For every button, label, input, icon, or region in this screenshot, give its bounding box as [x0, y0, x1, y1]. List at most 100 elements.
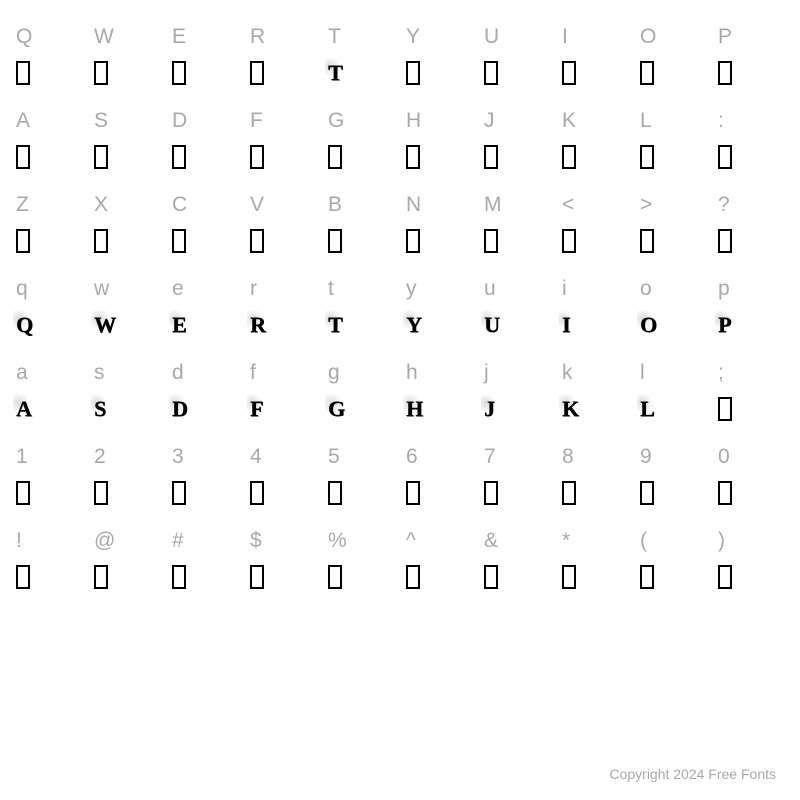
character-map: QWERTYUIOPTASDFGHJKL:ZXCVBNM<>?qwertyuio…	[10, 22, 790, 610]
missing-glyph-box	[406, 481, 420, 505]
missing-glyph-box	[172, 145, 186, 169]
glyph-cell	[10, 58, 88, 88]
char-label: o	[634, 274, 712, 304]
decorative-glyph: T	[328, 60, 342, 86]
missing-glyph-box	[562, 145, 576, 169]
missing-glyph-box	[172, 229, 186, 253]
char-label: #	[166, 526, 244, 556]
missing-glyph-box	[718, 229, 732, 253]
char-label: q	[10, 274, 88, 304]
glyph-cell: O	[634, 310, 712, 340]
row-pair: ZXCVBNM<>?	[10, 190, 790, 256]
glyph-cell: I	[556, 310, 634, 340]
label-row: qwertyuiop	[10, 274, 790, 304]
glyph-cell	[556, 142, 634, 172]
char-label: *	[556, 526, 634, 556]
char-label: G	[322, 106, 400, 136]
glyph-cell	[634, 226, 712, 256]
missing-glyph-box	[328, 481, 342, 505]
char-label: &	[478, 526, 556, 556]
decorative-glyph: I	[562, 312, 570, 338]
char-label: u	[478, 274, 556, 304]
missing-glyph-box	[250, 481, 264, 505]
missing-glyph-box	[94, 229, 108, 253]
glyph-cell: S	[88, 394, 166, 424]
char-label: 7	[478, 442, 556, 472]
char-label: W	[88, 22, 166, 52]
glyph-cell	[10, 226, 88, 256]
glyph-cell	[400, 478, 478, 508]
decorative-glyph: A	[16, 396, 31, 422]
char-label: h	[400, 358, 478, 388]
char-label: 1	[10, 442, 88, 472]
char-label: E	[166, 22, 244, 52]
missing-glyph-box	[640, 61, 654, 85]
glyph-cell	[400, 142, 478, 172]
char-label: A	[10, 106, 88, 136]
char-label: X	[88, 190, 166, 220]
missing-glyph-box	[328, 145, 342, 169]
decorative-glyph: L	[640, 396, 654, 422]
glyph-cell	[478, 562, 556, 592]
char-label: r	[244, 274, 322, 304]
label-row: QWERTYUIOP	[10, 22, 790, 52]
missing-glyph-box	[328, 565, 342, 589]
missing-glyph-box	[16, 145, 30, 169]
char-label: F	[244, 106, 322, 136]
row-pair: asdfghjkl;ASDFGHJKL	[10, 358, 790, 424]
glyph-row	[10, 478, 790, 508]
missing-glyph-box	[94, 481, 108, 505]
missing-glyph-box	[562, 229, 576, 253]
decorative-glyph: S	[94, 396, 105, 422]
decorative-glyph: E	[172, 312, 186, 338]
glyph-cell	[712, 394, 790, 424]
label-row: ASDFGHJKL:	[10, 106, 790, 136]
glyph-row	[10, 142, 790, 172]
glyph-cell	[88, 58, 166, 88]
char-label: I	[556, 22, 634, 52]
missing-glyph-box	[718, 397, 732, 421]
glyph-cell: T	[322, 58, 400, 88]
char-label: w	[88, 274, 166, 304]
missing-glyph-box	[172, 565, 186, 589]
char-label: a	[10, 358, 88, 388]
decorative-glyph: D	[172, 396, 187, 422]
missing-glyph-box	[484, 565, 498, 589]
decorative-glyph: Y	[406, 312, 421, 338]
glyph-row	[10, 226, 790, 256]
label-row: !@#$%^&*()	[10, 526, 790, 556]
missing-glyph-box	[16, 565, 30, 589]
missing-glyph-box	[16, 229, 30, 253]
glyph-cell: T	[322, 310, 400, 340]
glyph-cell: G	[322, 394, 400, 424]
glyph-cell	[712, 562, 790, 592]
missing-glyph-box	[328, 229, 342, 253]
decorative-glyph: H	[406, 396, 422, 422]
missing-glyph-box	[562, 61, 576, 85]
glyph-cell: Q	[10, 310, 88, 340]
glyph-row: QWERTYUIOP	[10, 310, 790, 340]
char-label: R	[244, 22, 322, 52]
missing-glyph-box	[484, 481, 498, 505]
glyph-cell	[322, 226, 400, 256]
char-label: L	[634, 106, 712, 136]
char-label: g	[322, 358, 400, 388]
label-row: 1234567890	[10, 442, 790, 472]
char-label: T	[322, 22, 400, 52]
char-label: i	[556, 274, 634, 304]
row-pair: qwertyuiopQWERTYUIOP	[10, 274, 790, 340]
missing-glyph-box	[718, 145, 732, 169]
footer-copyright: Copyright 2024 Free Fonts	[609, 766, 776, 782]
char-label: J	[478, 106, 556, 136]
missing-glyph-box	[718, 61, 732, 85]
glyph-cell: L	[634, 394, 712, 424]
glyph-cell	[322, 142, 400, 172]
glyph-cell	[400, 226, 478, 256]
decorative-glyph: W	[94, 312, 115, 338]
decorative-glyph: U	[484, 312, 499, 338]
char-label: Y	[400, 22, 478, 52]
char-label: k	[556, 358, 634, 388]
missing-glyph-box	[250, 61, 264, 85]
decorative-glyph: J	[484, 396, 494, 422]
glyph-cell	[712, 226, 790, 256]
